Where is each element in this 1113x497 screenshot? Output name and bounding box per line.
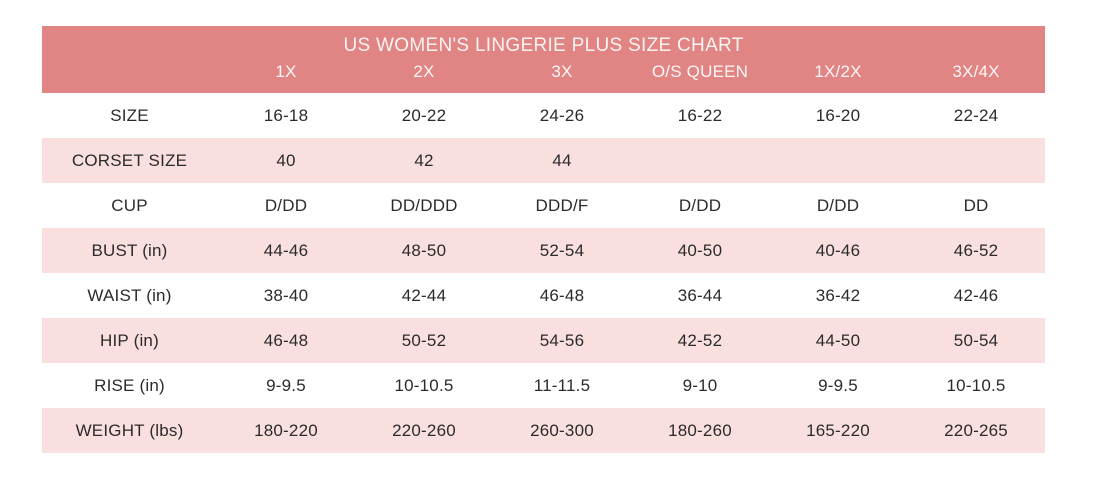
chart-title: US WOMEN'S LINGERIE PLUS SIZE CHART	[42, 26, 1046, 60]
row-label-corset-size: CORSET SIZE	[42, 138, 217, 183]
column-header-os-queen: O/S QUEEN	[631, 60, 769, 93]
cell: 16-18	[217, 93, 355, 138]
cell: 40	[217, 138, 355, 183]
cell: 22-24	[907, 93, 1046, 138]
table-row: WEIGHT (lbs) 180-220 220-260 260-300 180…	[42, 408, 1046, 453]
row-label-column-header	[42, 60, 217, 93]
cell: 46-52	[907, 228, 1046, 273]
cell: 40-46	[769, 228, 907, 273]
chart-title-row: US WOMEN'S LINGERIE PLUS SIZE CHART	[42, 26, 1046, 60]
cell: DDD/F	[493, 183, 631, 228]
column-header-3x: 3X	[493, 60, 631, 93]
row-label-cup: CUP	[42, 183, 217, 228]
cell: 9-9.5	[769, 363, 907, 408]
cell: 260-300	[493, 408, 631, 453]
cell: 42	[355, 138, 493, 183]
cell: 44	[493, 138, 631, 183]
cell: 42-46	[907, 273, 1046, 318]
cell: 44-46	[217, 228, 355, 273]
row-label-weight: WEIGHT (lbs)	[42, 408, 217, 453]
table-body: SIZE 16-18 20-22 24-26 16-22 16-20 22-24…	[42, 93, 1046, 453]
row-label-size: SIZE	[42, 93, 217, 138]
cell: 38-40	[217, 273, 355, 318]
cell: 42-44	[355, 273, 493, 318]
cell: 36-44	[631, 273, 769, 318]
cell: 46-48	[217, 318, 355, 363]
cell: DD	[907, 183, 1046, 228]
column-header-3x-4x: 3X/4X	[907, 60, 1046, 93]
cell: 10-10.5	[907, 363, 1046, 408]
cell: 44-50	[769, 318, 907, 363]
size-chart-table: US WOMEN'S LINGERIE PLUS SIZE CHART 1X 2…	[42, 26, 1046, 453]
row-label-hip: HIP (in)	[42, 318, 217, 363]
table-row: BUST (in) 44-46 48-50 52-54 40-50 40-46 …	[42, 228, 1046, 273]
column-header-row: 1X 2X 3X O/S QUEEN 1X/2X 3X/4X	[42, 60, 1046, 93]
cell: 52-54	[493, 228, 631, 273]
table-row: SIZE 16-18 20-22 24-26 16-22 16-20 22-24	[42, 93, 1046, 138]
table-row: CORSET SIZE 40 42 44	[42, 138, 1046, 183]
cell	[907, 138, 1046, 183]
cell: 16-22	[631, 93, 769, 138]
cell: 50-52	[355, 318, 493, 363]
row-label-rise: RISE (in)	[42, 363, 217, 408]
row-label-bust: BUST (in)	[42, 228, 217, 273]
cell: 16-20	[769, 93, 907, 138]
cell: D/DD	[217, 183, 355, 228]
cell: 10-10.5	[355, 363, 493, 408]
cell: D/DD	[769, 183, 907, 228]
column-header-1x-2x: 1X/2X	[769, 60, 907, 93]
cell: 180-260	[631, 408, 769, 453]
size-chart-container: US WOMEN'S LINGERIE PLUS SIZE CHART 1X 2…	[42, 26, 1046, 453]
cell: 46-48	[493, 273, 631, 318]
cell: 11-11.5	[493, 363, 631, 408]
cell	[631, 138, 769, 183]
cell: 24-26	[493, 93, 631, 138]
table-header: US WOMEN'S LINGERIE PLUS SIZE CHART 1X 2…	[42, 26, 1046, 93]
cell: 220-265	[907, 408, 1046, 453]
table-row: HIP (in) 46-48 50-52 54-56 42-52 44-50 5…	[42, 318, 1046, 363]
cell: 54-56	[493, 318, 631, 363]
cell: DD/DDD	[355, 183, 493, 228]
cell: 220-260	[355, 408, 493, 453]
row-label-waist: WAIST (in)	[42, 273, 217, 318]
cell: D/DD	[631, 183, 769, 228]
cell: 180-220	[217, 408, 355, 453]
cell: 40-50	[631, 228, 769, 273]
cell: 50-54	[907, 318, 1046, 363]
table-row: RISE (in) 9-9.5 10-10.5 11-11.5 9-10 9-9…	[42, 363, 1046, 408]
cell: 9-9.5	[217, 363, 355, 408]
cell: 36-42	[769, 273, 907, 318]
column-header-1x: 1X	[217, 60, 355, 93]
table-row: WAIST (in) 38-40 42-44 46-48 36-44 36-42…	[42, 273, 1046, 318]
cell: 48-50	[355, 228, 493, 273]
cell: 165-220	[769, 408, 907, 453]
cell	[769, 138, 907, 183]
table-row: CUP D/DD DD/DDD DDD/F D/DD D/DD DD	[42, 183, 1046, 228]
cell: 20-22	[355, 93, 493, 138]
cell: 9-10	[631, 363, 769, 408]
cell: 42-52	[631, 318, 769, 363]
column-header-2x: 2X	[355, 60, 493, 93]
